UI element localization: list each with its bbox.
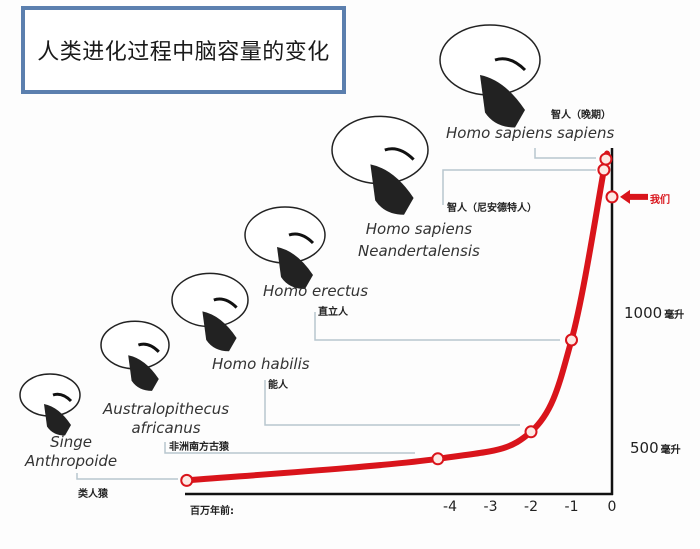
connector-line	[76, 473, 178, 480]
skull-brow-icon	[384, 147, 415, 161]
chinese-name-habilis: 能人	[268, 380, 288, 391]
label-neandertalensis: Homo sapiens Neandertalensis	[358, 218, 480, 262]
data-point-us	[605, 190, 619, 204]
connector-line	[164, 442, 415, 454]
skull-brow-icon	[213, 297, 238, 309]
label-erectus: Homo erectus	[263, 282, 368, 301]
label-australopithecus: Australopithecus africanus	[103, 400, 229, 438]
latin-name: Australopithecus	[103, 400, 230, 418]
data-point	[597, 163, 611, 177]
latin-name: Homo sapiens sapiens	[446, 124, 615, 142]
skull-jaw-icon	[202, 311, 237, 352]
y-tick-500: 500 毫升	[630, 439, 681, 457]
latin-name: Homo sapiens	[365, 220, 473, 238]
connector-line	[264, 380, 520, 426]
latin-name: africanus	[131, 419, 201, 437]
latin-name: Homo erectus	[263, 282, 369, 300]
latin-name: Anthropoide	[25, 452, 118, 470]
skull-jaw-icon	[277, 247, 313, 289]
connector-line	[534, 148, 596, 159]
data-point	[524, 425, 538, 439]
chinese-name-neandertalensis: 智人（尼安德特人）	[447, 203, 537, 214]
us-label: 我们	[650, 195, 670, 206]
x-axis-label: 百万年前:	[190, 506, 234, 517]
y-tick-1000: 1000 毫升	[624, 304, 685, 322]
skull-jaw-icon	[44, 404, 71, 436]
label-habilis: Homo habilis	[212, 355, 310, 374]
label-singe: Singe Anthropoide	[25, 433, 117, 471]
data-point	[180, 473, 194, 487]
latin-name: Homo habilis	[212, 355, 310, 373]
chinese-name-erectus: 直立人	[318, 307, 348, 318]
title-box: 人类进化过程中脑容量的变化	[21, 6, 346, 94]
chart-title: 人类进化过程中脑容量的变化	[37, 40, 330, 65]
label-sapiens-sapiens: Homo sapiens sapiens	[446, 124, 614, 143]
latin-name: Singe	[50, 433, 93, 451]
skull-jaw-icon	[370, 164, 414, 215]
skull-jaw-icon	[480, 75, 525, 128]
x-tick-label: -4	[443, 499, 457, 515]
arrow-left-icon	[620, 189, 648, 204]
skull-brow-icon	[288, 232, 315, 245]
chinese-name-australopithecus: 非洲南方古猿	[169, 442, 229, 453]
data-point	[599, 152, 613, 166]
skull-brow-icon	[52, 392, 73, 403]
x-tick-label: -3	[483, 499, 498, 515]
data-point	[431, 452, 445, 466]
skull-jaw-icon	[128, 355, 159, 391]
skull-brow-icon	[494, 57, 527, 72]
skull-brow-icon	[137, 342, 160, 353]
connector-line	[442, 169, 596, 205]
x-tick-label: -2	[524, 499, 538, 515]
x-tick-label: 0	[607, 499, 617, 515]
chinese-name-singe: 类人猿	[78, 489, 108, 500]
connector-line	[314, 312, 560, 341]
data-point	[565, 333, 578, 347]
latin-name: Neandertalensis	[358, 242, 480, 260]
chinese-name-sapiens-sapiens: 智人（晚期）	[551, 110, 611, 121]
x-tick-label: -1	[564, 499, 579, 515]
